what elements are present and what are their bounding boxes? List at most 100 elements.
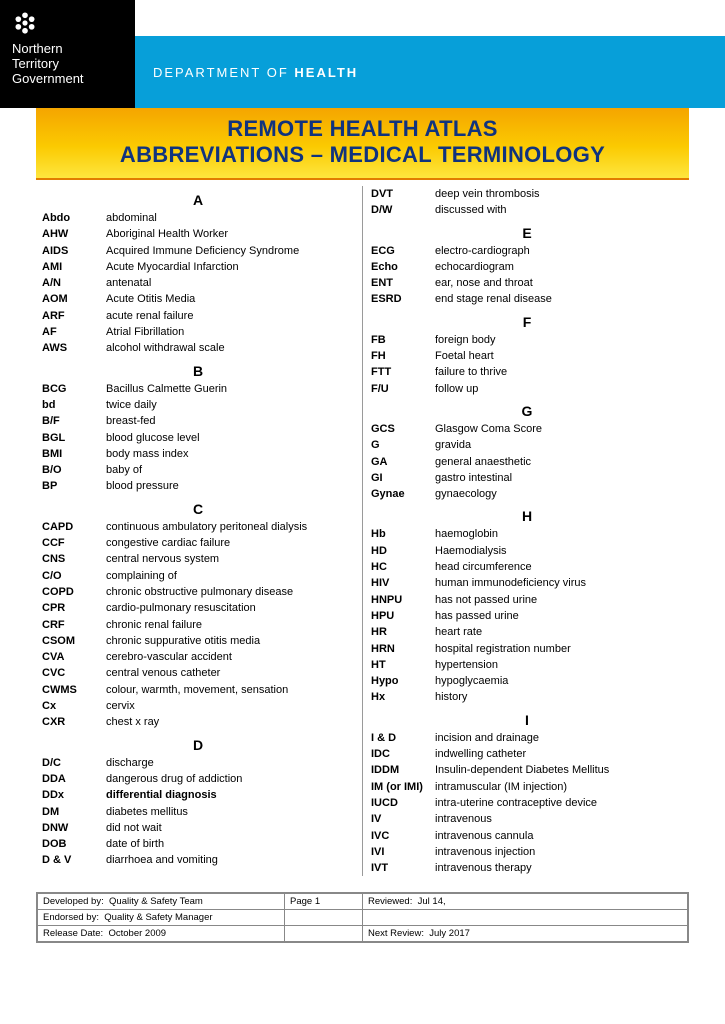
definition: Haemodialysis xyxy=(435,544,683,558)
section-head-c: C xyxy=(42,495,354,519)
abbreviation: CAPD xyxy=(42,520,106,534)
term-entry: D/Wdiscussed with xyxy=(371,202,683,218)
term-entry: AHWAboriginal Health Worker xyxy=(42,226,354,242)
term-entry: AWSalcohol withdrawal scale xyxy=(42,340,354,356)
abbreviation: Abdo xyxy=(42,211,106,225)
definition: body mass index xyxy=(106,447,354,461)
abbreviation: ENT xyxy=(371,276,435,290)
abbreviation: GCS xyxy=(371,422,435,436)
term-entry: bdtwice daily xyxy=(42,397,354,413)
definition: foreign body xyxy=(435,333,683,347)
abbreviation: CVC xyxy=(42,666,106,680)
abbreviation: Hx xyxy=(371,690,435,704)
abbreviation: FTT xyxy=(371,365,435,379)
abbreviation: A/N xyxy=(42,276,106,290)
definition: date of birth xyxy=(106,837,354,851)
term-entry: ESRDend stage renal disease xyxy=(371,291,683,307)
dept-name: HEALTH xyxy=(294,65,358,80)
abbreviation: AHW xyxy=(42,227,106,241)
term-entry: HNPUhas not passed urine xyxy=(371,592,683,608)
term-entry: CCFcongestive cardiac failure xyxy=(42,535,354,551)
definition: has not passed urine xyxy=(435,593,683,607)
definition: failure to thrive xyxy=(435,365,683,379)
abbreviation: BMI xyxy=(42,447,106,461)
reviewed-label: Reviewed: xyxy=(368,896,412,907)
definition: blood glucose level xyxy=(106,431,354,445)
definition: electro-cardiograph xyxy=(435,244,683,258)
definition: breast-fed xyxy=(106,414,354,428)
definition: indwelling catheter xyxy=(435,747,683,761)
term-entry: Hypohypoglycaemia xyxy=(371,673,683,689)
release-date: October 2009 xyxy=(108,928,166,939)
definition: cardio-pulmonary resuscitation xyxy=(106,601,354,615)
next-review-date: July 2017 xyxy=(429,928,470,939)
next-review-label: Next Review: xyxy=(368,928,424,939)
abbreviation: IVI xyxy=(371,845,435,859)
definition: intravenous xyxy=(435,812,683,826)
term-entry: AMIAcute Myocardial Infarction xyxy=(42,259,354,275)
term-entry: COPDchronic obstructive pulmonary diseas… xyxy=(42,584,354,600)
definition: Acquired Immune Deficiency Syndrome xyxy=(106,244,354,258)
abbreviation: D/C xyxy=(42,756,106,770)
abbreviation: AOM xyxy=(42,292,106,306)
section-head-f: F xyxy=(371,308,683,332)
definition: Acute Myocardial Infarction xyxy=(106,260,354,274)
abbreviation: F/U xyxy=(371,382,435,396)
section-head-d: D xyxy=(42,731,354,755)
abbreviation: AMI xyxy=(42,260,106,274)
term-entry: CVAcerebro-vascular accident xyxy=(42,649,354,665)
section-head-a: A xyxy=(42,186,354,210)
term-entry: BGLblood glucose level xyxy=(42,430,354,446)
term-entry: Cxcervix xyxy=(42,698,354,714)
abbreviation: CPR xyxy=(42,601,106,615)
term-entry: AIDSAcquired Immune Deficiency Syndrome xyxy=(42,243,354,259)
term-entry: IVIintravenous injection xyxy=(371,844,683,860)
definition: alcohol withdrawal scale xyxy=(106,341,354,355)
abbreviation: IVT xyxy=(371,861,435,875)
term-entry: HThypertension xyxy=(371,657,683,673)
term-entry: Hbhaemoglobin xyxy=(371,526,683,542)
gov-name: Northern Territory Government xyxy=(12,42,123,87)
term-entry: IDDMInsulin-dependent Diabetes Mellitus xyxy=(371,762,683,778)
abbreviation: HD xyxy=(371,544,435,558)
abbreviation: HR xyxy=(371,625,435,639)
abbreviation: AWS xyxy=(42,341,106,355)
abbreviation: bd xyxy=(42,398,106,412)
definition: Bacillus Calmette Guerin xyxy=(106,382,354,396)
section-head-b: B xyxy=(42,357,354,381)
abbreviation: CSOM xyxy=(42,634,106,648)
term-entry: ENTear, nose and throat xyxy=(371,275,683,291)
definition: Foetal heart xyxy=(435,349,683,363)
term-entry: FBforeign body xyxy=(371,332,683,348)
term-entry: I & Dincision and drainage xyxy=(371,730,683,746)
abbreviation: Gynae xyxy=(371,487,435,501)
definition: gravida xyxy=(435,438,683,452)
terminology-content: AAbdoabdominalAHWAboriginal Health Worke… xyxy=(0,180,725,884)
abbreviation: DNW xyxy=(42,821,106,835)
definition: diabetes mellitus xyxy=(106,805,354,819)
title-bar: REMOTE HEALTH ATLAS ABBREVIATIONS – MEDI… xyxy=(36,108,689,180)
definition: Glasgow Coma Score xyxy=(435,422,683,436)
term-entry: FTTfailure to thrive xyxy=(371,364,683,380)
term-entry: Gynaegynaecology xyxy=(371,486,683,502)
abbreviation: HT xyxy=(371,658,435,672)
definition: central venous catheter xyxy=(106,666,354,680)
abbreviation: HIV xyxy=(371,576,435,590)
abbreviation: IDC xyxy=(371,747,435,761)
definition: hospital registration number xyxy=(435,642,683,656)
term-entry: DMdiabetes mellitus xyxy=(42,804,354,820)
term-entry: IVintravenous xyxy=(371,811,683,827)
definition: colour, warmth, movement, sensation xyxy=(106,683,354,697)
department-label: DEPARTMENT OF HEALTH xyxy=(153,65,358,80)
definition: chronic renal failure xyxy=(106,618,354,632)
definition: intramuscular (IM injection) xyxy=(435,780,683,794)
definition: head circumference xyxy=(435,560,683,574)
term-entry: CNScentral nervous system xyxy=(42,551,354,567)
gov-line3: Government xyxy=(12,72,123,87)
term-entry: HPUhas passed urine xyxy=(371,608,683,624)
definition: abdominal xyxy=(106,211,354,225)
abbreviation: DDx xyxy=(42,788,106,802)
term-entry: Ggravida xyxy=(371,437,683,453)
term-entry: AFAtrial Fibrillation xyxy=(42,324,354,340)
gov-line1: Northern xyxy=(12,42,123,57)
